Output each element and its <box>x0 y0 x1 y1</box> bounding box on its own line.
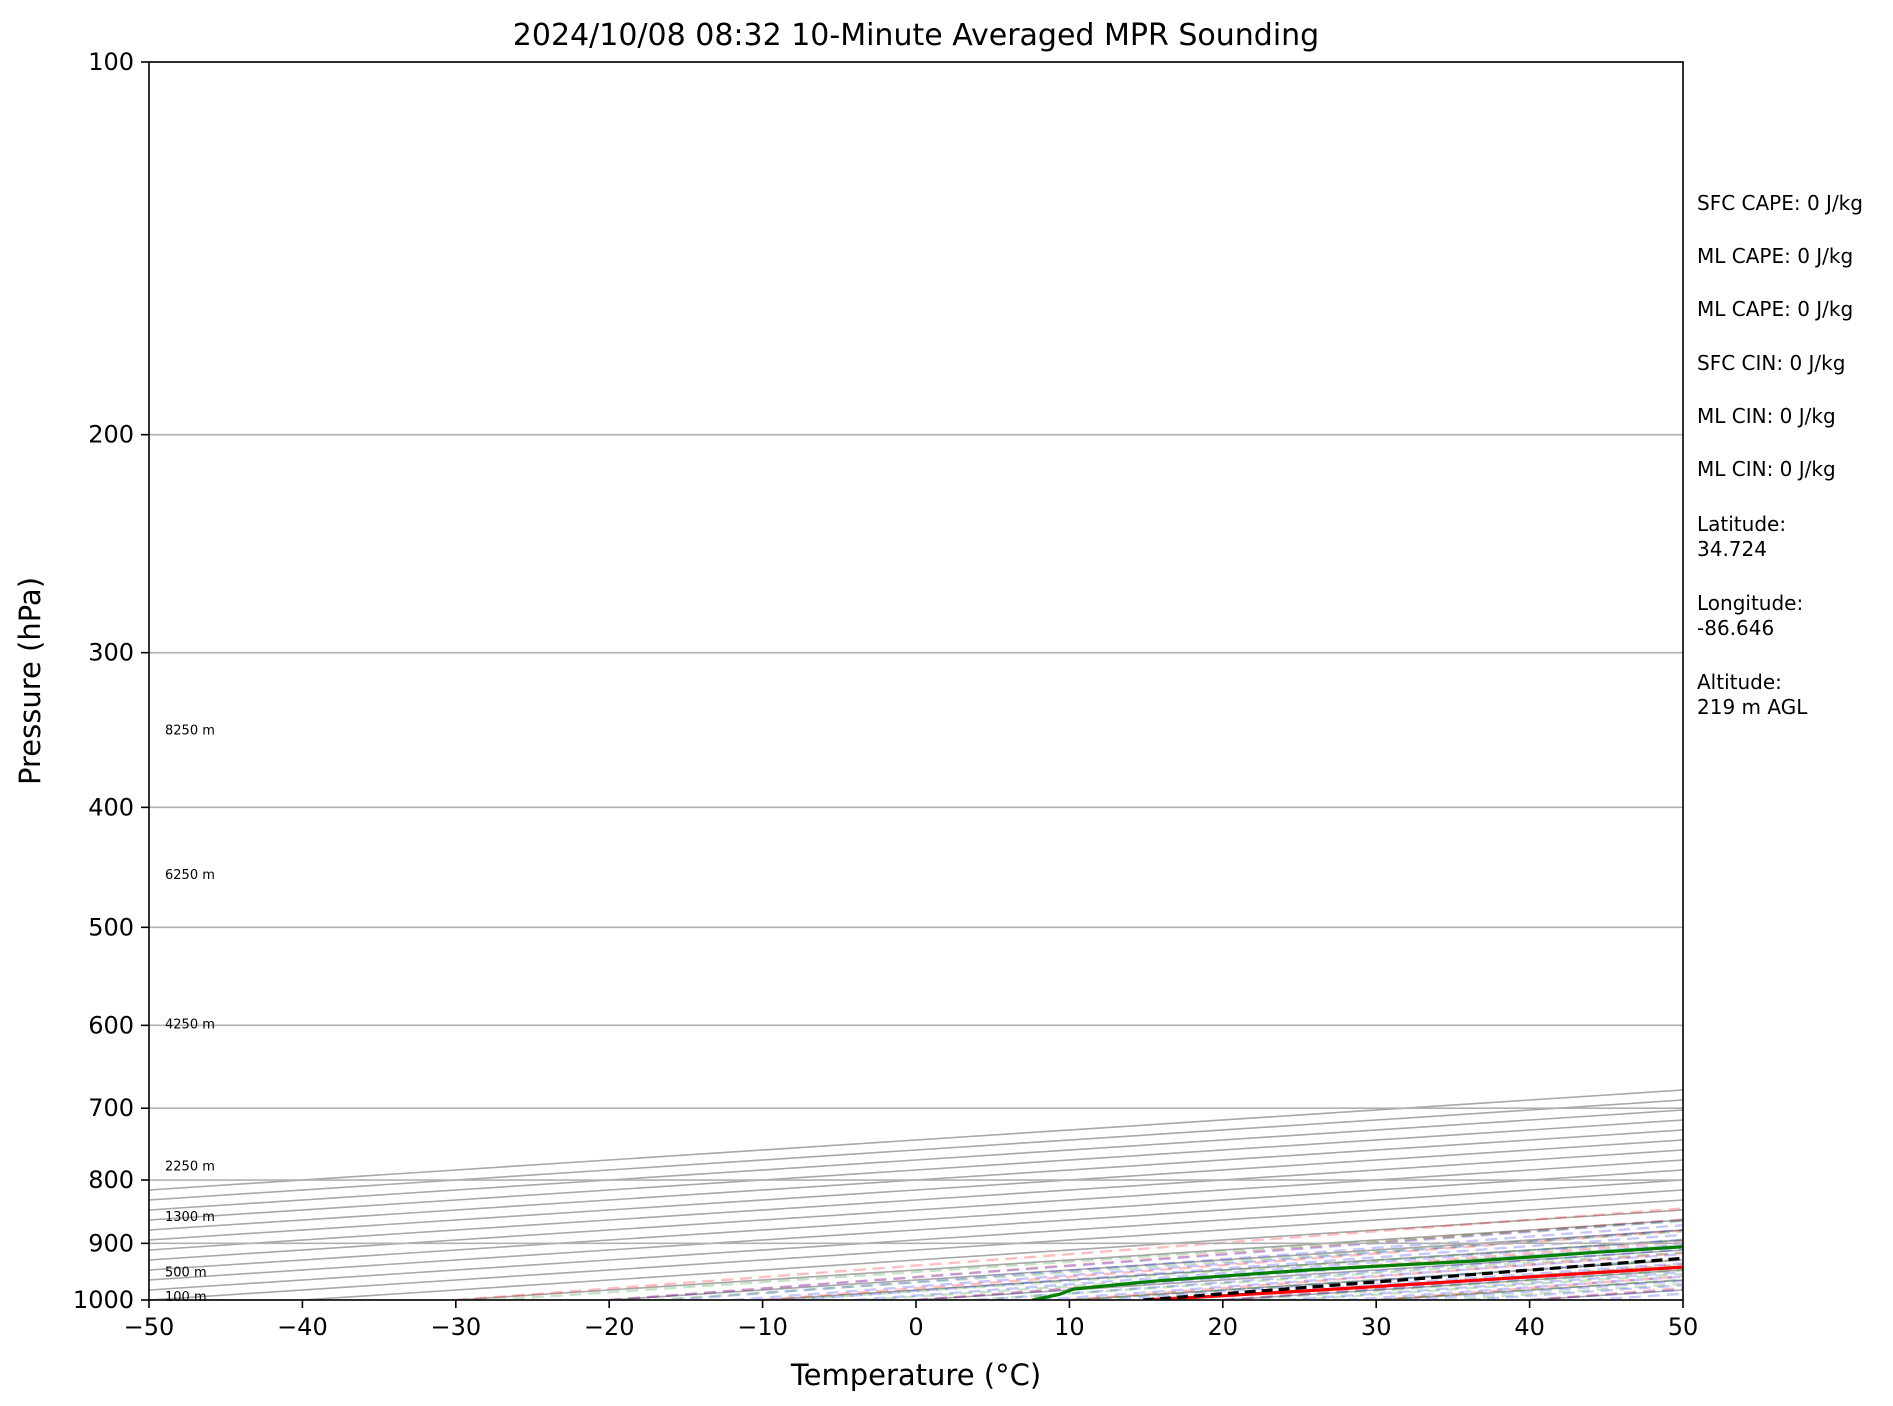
x-tick-label: 10 <box>1054 1313 1085 1341</box>
isotherm-line <box>149 1089 1683 1191</box>
dewpoint-trace <box>1032 1245 1683 1300</box>
altitude-label: Altitude: <box>1697 670 1782 694</box>
x-tick-label: 20 <box>1208 1313 1239 1341</box>
ml-cin-text-2: ML CIN: 0 J/kg <box>1697 457 1836 481</box>
height-labels: 100 m 500 m 1300 m 2250 m 4250 m 6250 m 8250 m <box>165 723 215 1305</box>
sfc-cin-text: SFC CIN: 0 J/kg <box>1697 351 1845 375</box>
y-tick-label: 700 <box>88 1094 134 1122</box>
x-tick-label: −50 <box>124 1313 175 1341</box>
x-tick-label: 30 <box>1361 1313 1392 1341</box>
height-label: 100 m <box>165 1290 207 1305</box>
y-tick-label: 800 <box>88 1166 134 1194</box>
axis-ticks: −50 −40 −30 −20 −10 0 10 20 30 40 50 1000 900 800 700 6… <box>73 48 1698 1341</box>
mixing-ratio-line <box>1077 1258 1683 1300</box>
height-label: 500 m <box>165 1265 207 1280</box>
y-tick-label: 900 <box>88 1229 134 1257</box>
mixing-ratio-line <box>784 1238 1683 1300</box>
y-tick-label: 1000 <box>73 1286 134 1314</box>
sounding-traces <box>1032 1245 1683 1300</box>
y-tick-label: 200 <box>88 421 134 449</box>
y-tick-label: 100 <box>88 48 134 76</box>
height-label: 2250 m <box>165 1160 215 1175</box>
height-label: 4250 m <box>165 1018 215 1033</box>
ml-cape-text-2: ML CAPE: 0 J/kg <box>1697 297 1853 321</box>
x-tick-label: 40 <box>1514 1313 1545 1341</box>
ml-cin-text: ML CIN: 0 J/kg <box>1697 404 1836 428</box>
height-label: 8250 m <box>165 723 215 738</box>
indices-panel: SFC CAPE: 0 J/kg ML CAPE: 0 J/kg ML CAPE… <box>1697 191 1863 481</box>
y-tick-label: 300 <box>88 639 134 667</box>
y-axis-title: Pressure (hPa) <box>13 577 47 785</box>
location-panel: Latitude: 34.724 Longitude: -86.646 Alti… <box>1697 512 1808 719</box>
sfc-cape-text: SFC CAPE: 0 J/kg <box>1697 191 1863 215</box>
chart-title: 2024/10/08 08:32 10-Minute Averaged MPR … <box>513 18 1319 53</box>
height-label: 6250 m <box>165 868 215 883</box>
mixing-ratio-line <box>973 1251 1683 1300</box>
ml-cape-text: ML CAPE: 0 J/kg <box>1697 244 1853 268</box>
x-tick-label: −10 <box>737 1313 788 1341</box>
longitude-label: Longitude: <box>1697 591 1803 615</box>
x-tick-label: 0 <box>908 1313 923 1341</box>
x-tick-label: −40 <box>277 1313 328 1341</box>
y-tick-label: 600 <box>88 1011 134 1039</box>
longitude-value: -86.646 <box>1697 616 1774 640</box>
altitude-value: 219 m AGL <box>1697 695 1808 719</box>
x-tick-label: 50 <box>1668 1313 1699 1341</box>
x-tick-label: −20 <box>584 1313 635 1341</box>
latitude-value: 34.724 <box>1697 537 1767 561</box>
mixing-ratio-line <box>493 1219 1683 1300</box>
mixing-ratio-line <box>653 1230 1683 1300</box>
x-tick-label: −30 <box>430 1313 481 1341</box>
y-tick-label: 400 <box>88 793 134 821</box>
pressure-gridlines <box>149 62 1683 1300</box>
height-label: 1300 m <box>165 1210 215 1225</box>
x-axis-title: Temperature (°C) <box>790 1358 1041 1392</box>
y-tick-label: 500 <box>88 913 134 941</box>
latitude-label: Latitude: <box>1697 512 1786 536</box>
